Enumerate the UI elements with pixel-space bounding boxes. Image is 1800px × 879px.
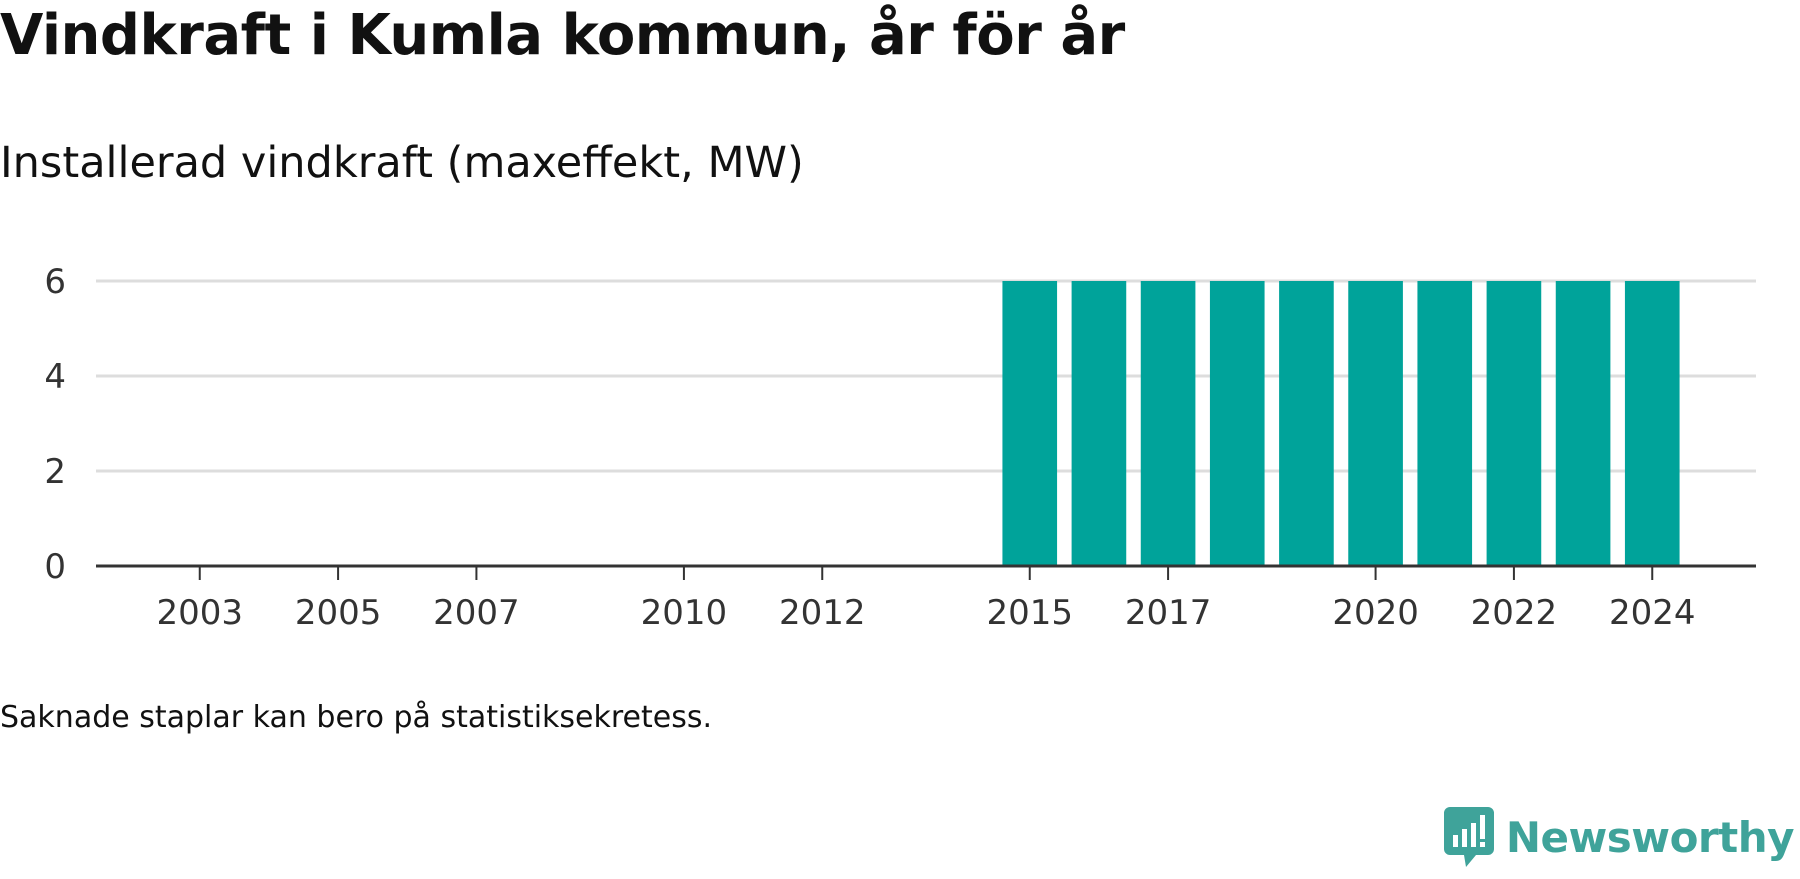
x-tick-label-2020: 2020 (1332, 593, 1419, 633)
x-tick-label-2010: 2010 (641, 593, 728, 633)
brand-logo: Newsworthy (1443, 807, 1795, 867)
bar-2020 (1348, 281, 1403, 566)
bar-2015 (1002, 281, 1058, 566)
x-tick-label-2015: 2015 (986, 593, 1073, 633)
bar-2016 (1071, 281, 1127, 566)
bar-2024 (1624, 281, 1680, 566)
y-tick-label-2: 2 (44, 452, 66, 492)
brand-name: Newsworthy (1505, 812, 1795, 862)
chart-subtitle: Installerad vindkraft (maxeffekt, MW) (0, 138, 804, 188)
y-tick-label-4: 4 (44, 357, 66, 397)
x-tick-label-2017: 2017 (1125, 593, 1212, 633)
chart-title: Vindkraft i Kumla kommun, år för år (0, 3, 1125, 68)
x-tick-label-2005: 2005 (295, 593, 382, 633)
bar-chart: 0 2 4 6 2003 2005 2007 2010 2012 2015 2017 2020 2022… (44, 262, 1756, 633)
x-tick-label-2007: 2007 (433, 593, 520, 633)
bar-2022 (1486, 281, 1542, 566)
x-tick-label-2022: 2022 (1471, 593, 1558, 633)
tick-labels: 0 2 4 6 2003 2005 2007 2010 2012 2015 2017 2020 2022… (44, 262, 1695, 633)
x-tick-label-2012: 2012 (779, 593, 866, 633)
bar-2018 (1209, 281, 1265, 566)
bars (1002, 281, 1680, 566)
newsworthy-logo-icon (1443, 807, 1494, 867)
footnote: Saknade staplar kan bero på statistiksek… (0, 700, 713, 735)
axes (96, 564, 1756, 580)
x-tick-label-2003: 2003 (156, 593, 243, 633)
bar-2017 (1140, 281, 1196, 566)
bar-2021 (1417, 281, 1473, 566)
x-tick-label-2024: 2024 (1609, 593, 1696, 633)
y-tick-label-6: 6 (44, 262, 66, 302)
bar-2019 (1279, 281, 1334, 566)
y-tick-label-0: 0 (44, 547, 66, 587)
bar-2023 (1555, 281, 1611, 566)
gridlines (96, 279, 1756, 473)
